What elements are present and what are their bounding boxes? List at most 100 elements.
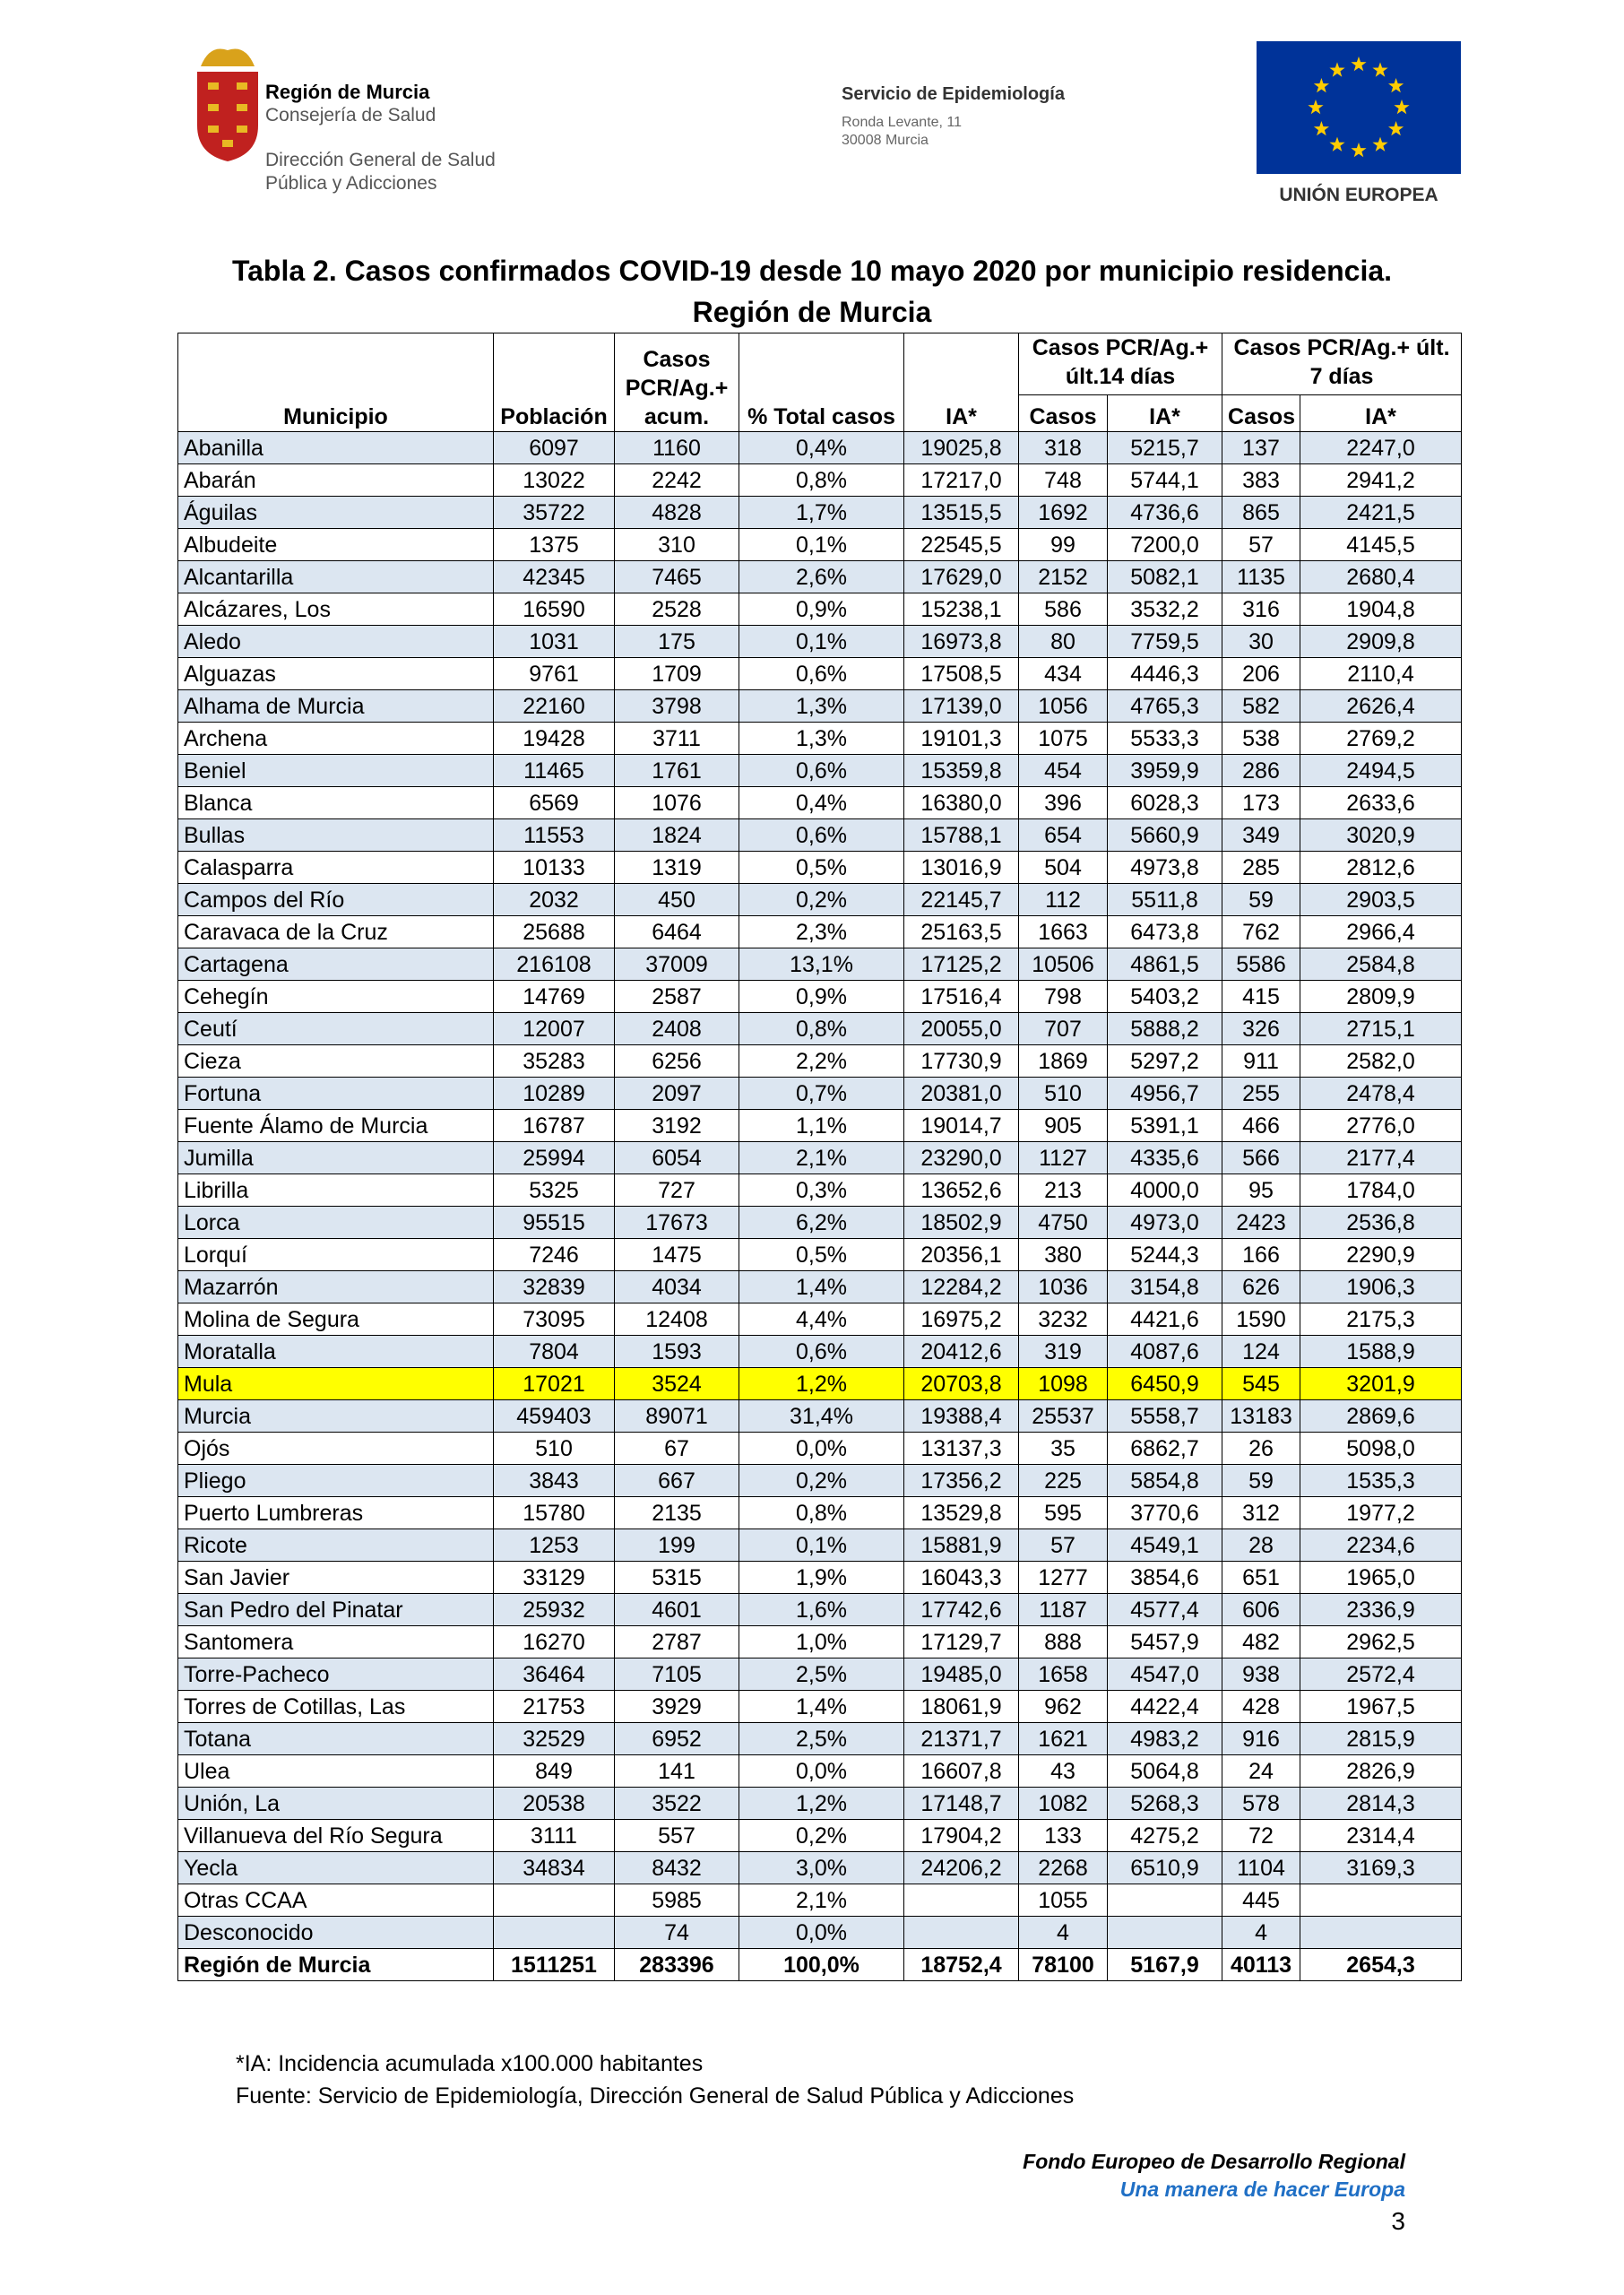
cell: 3711: [614, 722, 739, 755]
cell: 72: [1222, 1819, 1301, 1852]
row-label: Alcantarilla: [177, 560, 494, 593]
cell: 13515,5: [903, 496, 1019, 529]
cell: 2962,5: [1300, 1625, 1463, 1658]
star: [1388, 78, 1404, 93]
cell: 3532,2: [1106, 593, 1223, 626]
cell: 849: [493, 1754, 615, 1788]
shield: [197, 72, 258, 161]
row-label: Alcázares, Los: [177, 593, 494, 626]
row-label: Campos del Río: [177, 883, 494, 916]
row-label: Ricote: [177, 1529, 494, 1562]
cell: 3524: [614, 1367, 739, 1400]
cell: 19014,7: [903, 1109, 1019, 1142]
cell: 504: [1018, 851, 1108, 884]
cell: 1160: [614, 431, 739, 464]
cell: 2536,8: [1300, 1206, 1463, 1239]
table-row: Alguazas 9761 1709 0,6% 17508,5 434 4446,3 206 2…: [177, 657, 1463, 690]
cell: 606: [1222, 1593, 1301, 1626]
table-row: Otras CCAA 5985 2,1% 1055 445: [177, 1884, 1463, 1917]
cell: [493, 1884, 615, 1917]
cell: 36464: [493, 1658, 615, 1691]
table-row: Fuente Álamo de Murcia 16787 3192 1,1% 19014…: [177, 1109, 1463, 1142]
direccion: Dirección General de Salud: [265, 150, 496, 170]
cell: 4335,6: [1106, 1141, 1223, 1174]
cell: 3154,8: [1106, 1270, 1223, 1303]
cell: 24206,2: [903, 1851, 1019, 1884]
cell: 4421,6: [1106, 1303, 1223, 1336]
cell: 6097: [493, 431, 615, 464]
cell: 938: [1222, 1658, 1301, 1691]
cell: 2177,4: [1300, 1141, 1463, 1174]
cell: 380: [1018, 1238, 1108, 1271]
table-row: Librilla 5325 727 0,3% 13652,6 213 4000,0 95 178…: [177, 1173, 1463, 1207]
cell: 1,0%: [739, 1625, 904, 1658]
column-header: % Total casos: [739, 333, 904, 432]
cell: 35722: [493, 496, 615, 529]
table-row: Archena 19428 3711 1,3% 19101,3 1075 5533,3 538…: [177, 722, 1463, 755]
cell: 124: [1222, 1335, 1301, 1368]
cell: 0,2%: [739, 1464, 904, 1497]
group-header: Casos PCR/Ag.+ últ. 7 días: [1222, 333, 1463, 395]
cell: 17021: [493, 1367, 615, 1400]
cell: 5064,8: [1106, 1754, 1223, 1788]
cell: 4034: [614, 1270, 739, 1303]
row-label: Beniel: [177, 754, 494, 787]
row-label: Caravaca de la Cruz: [177, 915, 494, 948]
cell: 2,5%: [739, 1658, 904, 1691]
cell: 762: [1222, 915, 1301, 948]
cell: 99: [1018, 528, 1108, 561]
cell: 1,2%: [739, 1787, 904, 1820]
cell: 216108: [493, 948, 615, 981]
row-label: Jumilla: [177, 1141, 494, 1174]
cell: 2421,5: [1300, 496, 1463, 529]
row-label: Abarán: [177, 463, 494, 497]
cell: 5660,9: [1106, 818, 1223, 852]
cell: 13137,3: [903, 1432, 1019, 1465]
cell: 1588,9: [1300, 1335, 1463, 1368]
cell: 4973,8: [1106, 851, 1223, 884]
cell: 112: [1018, 883, 1108, 916]
cell: 707: [1018, 1012, 1108, 1045]
cell: 450: [614, 883, 739, 916]
cell: 11465: [493, 754, 615, 787]
cell: 25537: [1018, 1399, 1108, 1433]
cell: 25932: [493, 1593, 615, 1626]
cell: 17730,9: [903, 1044, 1019, 1078]
table-row: Puerto Lumbreras 15780 2135 0,8% 13529,8 595 3…: [177, 1496, 1463, 1529]
title: Tabla 2. Casos confirmados COVID-19 desd…: [231, 255, 1393, 287]
cell: 482: [1222, 1625, 1301, 1658]
row-label: Cehegín: [177, 980, 494, 1013]
table-row: Bullas 11553 1824 0,6% 15788,1 654 5660,9 349 30…: [177, 818, 1463, 852]
row-label: Abanilla: [177, 431, 494, 464]
cell: 1593: [614, 1335, 739, 1368]
cell: 1,7%: [739, 496, 904, 529]
cell: 89071: [614, 1399, 739, 1433]
cell: 206: [1222, 657, 1301, 690]
cell: 199: [614, 1529, 739, 1562]
cell: 2,5%: [739, 1722, 904, 1755]
table-row: Cieza 35283 6256 2,2% 17730,9 1869 5297,2 911 25…: [177, 1044, 1463, 1078]
cell: 0,5%: [739, 851, 904, 884]
cell: 2787: [614, 1625, 739, 1658]
cell: 5082,1: [1106, 560, 1223, 593]
cell: 510: [1018, 1077, 1108, 1110]
service-name: Servicio de Epidemiología: [842, 84, 1065, 104]
row-label: Calasparra: [177, 851, 494, 884]
cell: 5391,1: [1106, 1109, 1223, 1142]
cell: 1319: [614, 851, 739, 884]
cell: 57: [1018, 1529, 1108, 1562]
cell: 20055,0: [903, 1012, 1019, 1045]
table-row: Mula 17021 3524 1,2% 20703,8 1098 6450,9 545 320…: [177, 1367, 1463, 1400]
row-label: Ceutí: [177, 1012, 494, 1045]
row-label: Villanueva del Río Segura: [177, 1819, 494, 1852]
cell: 3522: [614, 1787, 739, 1820]
cell: 6569: [493, 786, 615, 819]
table-row: Jumilla 25994 6054 2,1% 23290,0 1127 4335,6 566…: [177, 1141, 1463, 1174]
cell: 0,4%: [739, 431, 904, 464]
cell: 4736,6: [1106, 496, 1223, 529]
column-header: Municipio: [177, 333, 494, 432]
table-row: Alhama de Murcia 22160 3798 1,3% 17139,0 1056…: [177, 689, 1463, 723]
cell: 28: [1222, 1529, 1301, 1562]
cell: 4983,2: [1106, 1722, 1223, 1755]
cell: 95: [1222, 1173, 1301, 1207]
